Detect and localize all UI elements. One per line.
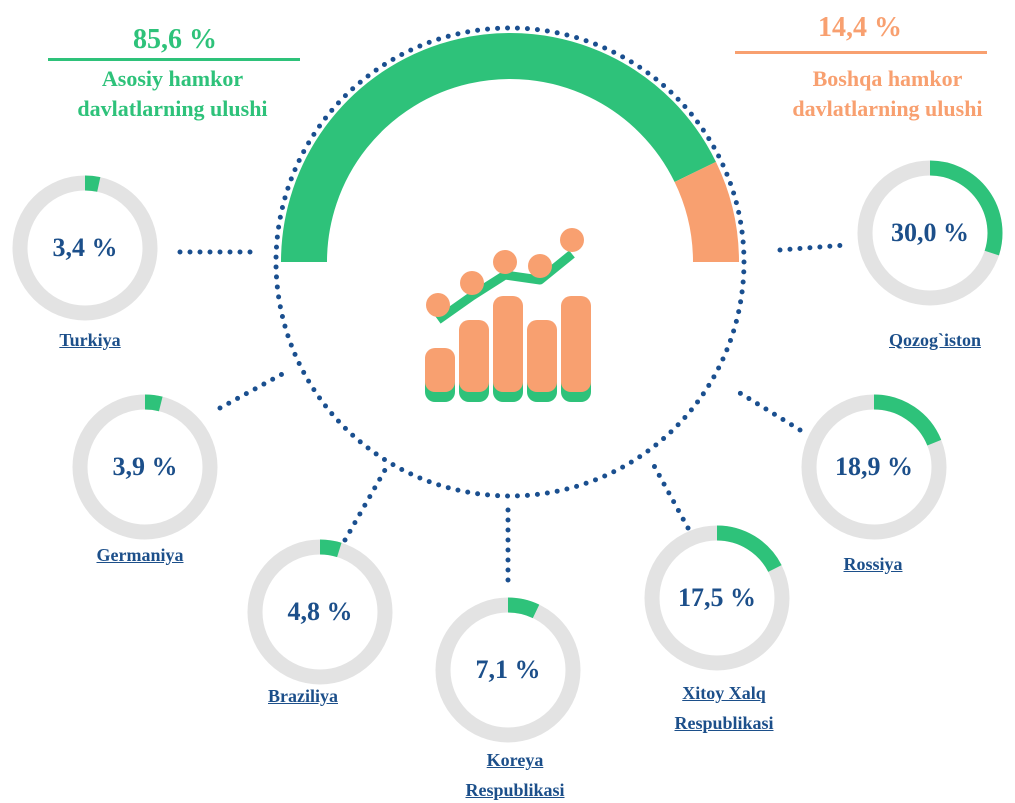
country-label: Rossiya xyxy=(843,554,903,574)
donut-arc xyxy=(929,160,1003,256)
connector xyxy=(649,459,691,531)
connector xyxy=(732,387,803,433)
connector xyxy=(342,467,388,543)
value-label: 3,4 % xyxy=(53,233,118,262)
donut-arc xyxy=(319,539,342,558)
value-label: 4,8 % xyxy=(288,597,353,626)
value-label: 7,1 % xyxy=(476,655,541,684)
icon-dots xyxy=(426,228,584,317)
value-label: 17,5 % xyxy=(678,583,756,612)
value-label: 30,0 % xyxy=(891,218,969,247)
icon-bar xyxy=(425,348,455,392)
other-arc xyxy=(674,161,739,263)
donut-arc xyxy=(716,525,782,573)
icon xyxy=(425,228,591,402)
country-label: Koreya Respublikasi xyxy=(465,750,565,800)
connector xyxy=(217,369,289,411)
country-label: Xitoy Xalq Respublikasi xyxy=(674,683,774,733)
donut-arc xyxy=(84,175,101,192)
icon-bar xyxy=(459,320,489,392)
country-label: Germaniya xyxy=(96,545,184,565)
country-label: Braziliya xyxy=(268,686,338,706)
connectors xyxy=(177,242,849,585)
dotted-ring xyxy=(273,25,747,499)
country-label: Qozog`iston xyxy=(889,330,981,350)
other-rule xyxy=(735,51,987,54)
main-name: Asosiy hamkor davlatlarning ulushi xyxy=(77,66,268,121)
icon-bar xyxy=(493,296,523,392)
connector xyxy=(777,242,849,253)
donut-arc xyxy=(507,597,540,619)
icon-bar xyxy=(527,320,557,392)
value-label: 3,9 % xyxy=(113,452,178,481)
other-value: 14,4 % xyxy=(818,12,902,43)
main-arc xyxy=(281,33,716,263)
value-label: 18,9 % xyxy=(835,452,913,481)
donut-arc xyxy=(873,394,942,446)
donut-arc xyxy=(144,394,163,412)
other-name: Boshqa hamkor davlatlarning ulushi xyxy=(792,66,983,121)
main-value: 85,6 % xyxy=(133,24,217,55)
icon-bar xyxy=(561,296,591,392)
main-rule xyxy=(48,58,300,61)
country-label: Turkiya xyxy=(59,330,121,350)
